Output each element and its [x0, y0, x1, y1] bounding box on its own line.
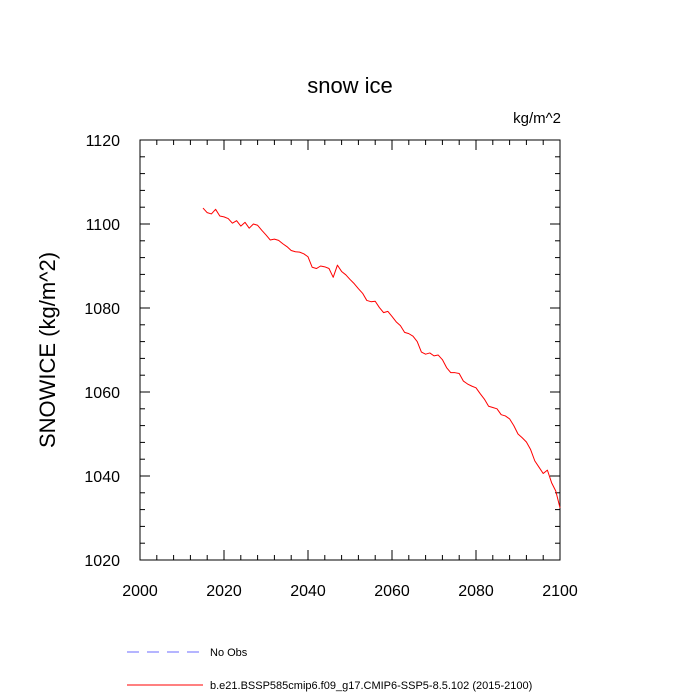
y-tick-label: 1040: [84, 469, 120, 486]
units-label: kg/m^2: [513, 110, 561, 127]
series-layer: [202, 207, 561, 509]
y-tick-label: 1080: [84, 301, 120, 318]
legend-label: No Obs: [210, 647, 248, 659]
x-tick-label: 2000: [122, 583, 158, 600]
legend-label: b.e21.BSSP585cmip6.f09_g17.CMIP6-SSP5-8.…: [210, 680, 532, 692]
x-tick-label: 2100: [542, 583, 578, 600]
series-line: [202, 207, 561, 509]
tick-labels: 2000 2020 2040 2060 2080 2100 1020 1040 1060 1080…: [84, 133, 577, 600]
x-tick-label: 2080: [458, 583, 494, 600]
plot-frame: [139, 139, 561, 561]
y-tick-label: 1020: [84, 553, 120, 570]
x-tick-label: 2020: [206, 583, 242, 600]
x-tick-label: 2060: [374, 583, 410, 600]
y-axis-label: SNOWICE (kg/m^2): [35, 252, 60, 448]
legend: No Obs b.e21.BSSP585cmip6.f09_g17.CMIP6-S…: [127, 647, 532, 692]
y-tick-label: 1060: [84, 385, 120, 402]
chart-title: snow ice: [307, 73, 393, 98]
y-tick-label: 1100: [86, 217, 121, 234]
y-tick-label: 1120: [86, 133, 121, 150]
axis-ticks: [139, 139, 561, 561]
x-tick-label: 2040: [290, 583, 326, 600]
